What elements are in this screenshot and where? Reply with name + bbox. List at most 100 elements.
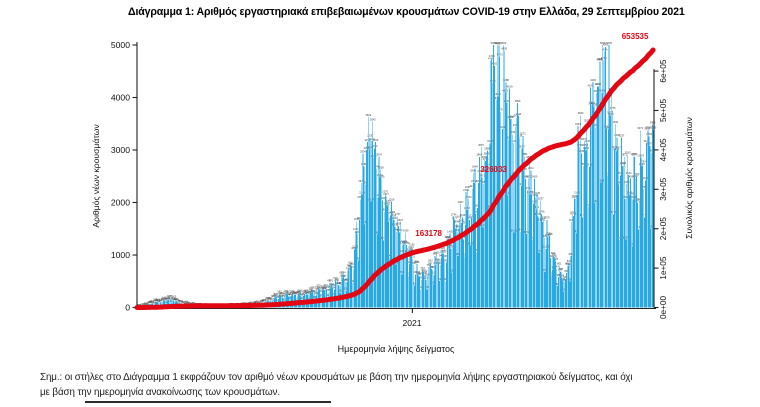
svg-text:2679: 2679 [587, 163, 593, 167]
svg-text:1666: 1666 [391, 216, 397, 220]
svg-text:4773: 4773 [497, 53, 503, 57]
svg-text:2565: 2565 [470, 169, 476, 173]
svg-text:17: 17 [141, 302, 144, 306]
svg-text:34: 34 [183, 302, 186, 306]
svg-text:1719: 1719 [580, 213, 586, 217]
svg-text:2598: 2598 [521, 167, 527, 171]
svg-text:675: 675 [543, 268, 548, 272]
svg-text:2676: 2676 [485, 163, 491, 167]
svg-text:3828: 3828 [591, 102, 597, 106]
svg-text:2844: 2844 [371, 154, 377, 158]
svg-text:338: 338 [315, 286, 320, 290]
svg-text:2874: 2874 [376, 152, 382, 156]
svg-text:265: 265 [297, 289, 302, 293]
svg-text:255: 255 [296, 290, 301, 294]
svg-text:966: 966 [552, 253, 557, 257]
svg-text:4213: 4213 [595, 82, 601, 86]
svg-text:1714: 1714 [468, 213, 474, 217]
svg-text:48: 48 [177, 301, 180, 305]
svg-text:4686: 4686 [596, 57, 602, 61]
svg-text:19: 19 [142, 302, 145, 306]
svg-text:235: 235 [292, 291, 297, 295]
svg-text:336: 336 [323, 286, 328, 290]
svg-text:1785: 1785 [539, 210, 545, 214]
svg-text:402: 402 [330, 282, 335, 286]
svg-text:4169: 4169 [507, 84, 513, 88]
svg-text:3543: 3543 [370, 117, 376, 121]
svg-text:92: 92 [263, 298, 266, 302]
footnote-divider [85, 401, 331, 404]
svg-text:1069: 1069 [407, 247, 413, 251]
svg-text:1429: 1429 [511, 228, 517, 232]
svg-text:2150: 2150 [529, 190, 535, 194]
svg-text:1782: 1782 [389, 210, 395, 214]
x-axis-tick-2021: 2021 [402, 318, 421, 328]
svg-text:931: 931 [411, 254, 416, 258]
svg-text:1180: 1180 [468, 241, 474, 245]
svg-text:205: 205 [279, 293, 284, 297]
svg-text:2342: 2342 [363, 180, 369, 184]
svg-text:126: 126 [161, 297, 166, 301]
svg-text:1293: 1293 [530, 235, 536, 239]
svg-text:743: 743 [554, 264, 559, 268]
svg-text:69: 69 [153, 300, 156, 304]
svg-text:218: 218 [289, 292, 294, 296]
svg-text:238: 238 [303, 291, 308, 295]
svg-text:2270: 2270 [469, 184, 475, 188]
svg-text:4709: 4709 [601, 56, 607, 60]
svg-text:3454: 3454 [575, 122, 581, 126]
svg-text:1823: 1823 [381, 208, 387, 212]
footnote-line-1: Σημ.: οι στήλες στο Διάγραμμα 1 εκφράζου… [40, 372, 633, 383]
svg-text:615: 615 [422, 271, 427, 275]
svg-text:259: 259 [291, 290, 296, 294]
svg-text:53: 53 [158, 301, 161, 305]
svg-text:245: 245 [305, 290, 310, 294]
svg-text:1370: 1370 [546, 231, 552, 235]
svg-text:1987: 1987 [592, 199, 598, 203]
svg-text:3079: 3079 [647, 142, 653, 146]
svg-text:26: 26 [143, 302, 146, 306]
svg-text:0e+00: 0e+00 [659, 296, 668, 319]
svg-text:806: 806 [411, 261, 416, 265]
svg-text:2455: 2455 [379, 174, 385, 178]
svg-text:1670: 1670 [544, 216, 550, 220]
svg-text:2869: 2869 [476, 153, 482, 157]
svg-text:280: 280 [338, 289, 343, 293]
svg-text:181: 181 [281, 294, 286, 298]
svg-text:2944: 2944 [649, 149, 655, 153]
svg-text:3299: 3299 [509, 130, 515, 134]
svg-text:2149: 2149 [359, 190, 365, 194]
svg-text:1156: 1156 [409, 243, 415, 247]
svg-text:439: 439 [431, 280, 436, 284]
svg-text:1716: 1716 [460, 213, 466, 217]
svg-text:525: 525 [424, 276, 429, 280]
svg-text:606: 606 [549, 271, 554, 275]
svg-text:414: 414 [339, 282, 344, 286]
svg-text:836: 836 [414, 259, 419, 263]
svg-text:422: 422 [336, 281, 341, 285]
svg-text:3646: 3646 [608, 112, 614, 116]
svg-text:687: 687 [559, 267, 564, 271]
svg-text:894: 894 [356, 256, 361, 260]
svg-text:614: 614 [418, 271, 423, 275]
svg-text:2157: 2157 [527, 190, 533, 194]
svg-text:3388: 3388 [605, 125, 611, 129]
svg-text:2372: 2372 [358, 179, 364, 183]
svg-text:56: 56 [186, 300, 189, 304]
svg-text:1123: 1123 [352, 244, 358, 248]
svg-text:2099: 2099 [532, 193, 538, 197]
svg-text:66: 66 [149, 300, 152, 304]
svg-text:1360: 1360 [547, 232, 553, 236]
svg-text:1535: 1535 [392, 223, 398, 227]
svg-text:492: 492 [335, 277, 340, 281]
svg-text:5e+05: 5e+05 [659, 99, 668, 122]
svg-text:271: 271 [284, 289, 289, 293]
svg-text:3000: 3000 [111, 145, 130, 155]
svg-text:490: 490 [345, 278, 350, 282]
svg-text:679: 679 [558, 268, 563, 272]
svg-text:212: 212 [274, 292, 279, 296]
svg-text:1343: 1343 [545, 233, 551, 237]
svg-text:3236: 3236 [516, 133, 522, 137]
svg-text:3861: 3861 [589, 101, 595, 105]
